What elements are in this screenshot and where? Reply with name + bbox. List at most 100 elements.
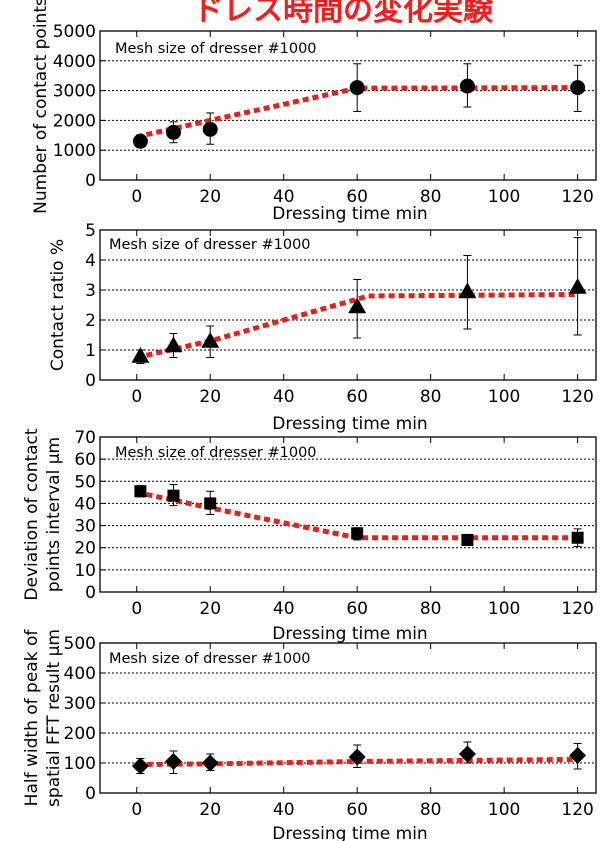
y-tick-label: 3000 <box>53 82 96 102</box>
data-point <box>571 531 584 544</box>
x-tick-label: 0 <box>131 800 142 820</box>
panel-2: 0 1 2 3 4 5 0 20 40 60 80 100 120 Mesh size of dresse… <box>48 221 597 434</box>
y-tick-label: 60 <box>74 450 96 470</box>
y-tick-label: 40 <box>74 494 96 514</box>
data-point <box>458 745 476 763</box>
data-point <box>458 282 477 299</box>
x-tick-label: 100 <box>488 187 520 207</box>
y-tick-label: 1 <box>85 341 96 361</box>
y-tick-label: 30 <box>74 517 96 537</box>
y-tick-label: 100 <box>64 754 96 774</box>
y-tick-label: 1000 <box>53 141 96 161</box>
x-tick-label: 0 <box>131 187 142 207</box>
y-tick-label: 0 <box>85 171 96 191</box>
data-point <box>204 497 217 510</box>
data-point <box>202 121 218 137</box>
y-tick-label: 4 <box>85 251 96 271</box>
y-tick-label: 10 <box>74 561 96 581</box>
y-axis-label: spatial FFT result µm <box>44 629 64 807</box>
y-axis-label: Contact ratio % <box>48 239 68 371</box>
x-tick-label: 0 <box>131 387 142 407</box>
x-tick-label: 100 <box>488 387 520 407</box>
x-axis-label: Dressing time min <box>272 824 427 841</box>
data-point <box>201 754 219 772</box>
data-point <box>459 78 475 94</box>
y-tick-label: 0 <box>85 784 96 804</box>
x-tick-label: 40 <box>273 599 295 619</box>
y-tick-label: 500 <box>64 634 96 654</box>
x-axis-label: Dressing time min <box>272 414 427 434</box>
x-tick-label: 0 <box>131 599 142 619</box>
data-point <box>201 332 220 348</box>
data-point <box>461 533 474 546</box>
data-point <box>167 489 180 502</box>
data-point <box>132 133 148 149</box>
y-tick-label: 200 <box>64 724 96 744</box>
x-tick-label: 80 <box>420 800 442 820</box>
data-point <box>568 278 587 294</box>
y-tick-label: 0 <box>85 371 96 391</box>
x-tick-label: 20 <box>199 387 221 407</box>
y-tick-label: 5000 <box>53 22 96 42</box>
panel-4: 0 100 200 300 400 500 0 20 40 60 80 100 120 Mesh size… <box>22 629 597 841</box>
x-tick-label: 60 <box>346 800 368 820</box>
data-point <box>570 80 586 96</box>
x-tick-label: 20 <box>199 599 221 619</box>
data-point <box>349 80 365 96</box>
y-tick-label: 70 <box>74 428 96 448</box>
x-tick-label: 120 <box>561 187 593 207</box>
y-tick-label: 0 <box>85 583 96 603</box>
y-tick-label: 3 <box>85 281 96 301</box>
plot-frame <box>99 30 597 181</box>
data-point <box>131 347 150 363</box>
data-point <box>569 747 587 764</box>
x-tick-label: 120 <box>561 387 593 407</box>
panel-annotation: Mesh size of dresser #1000 <box>109 651 311 667</box>
y-tick-label: 400 <box>64 664 96 684</box>
x-tick-label: 100 <box>488 800 520 820</box>
x-tick-label: 80 <box>420 187 442 207</box>
chart-title: ドレス時間の変化実験 <box>193 0 493 28</box>
x-tick-label: 20 <box>199 800 221 820</box>
y-axis-label: points interval µm <box>44 437 64 592</box>
y-tick-label: 4000 <box>53 52 96 72</box>
x-tick-label: 40 <box>273 187 295 207</box>
y-tick-label: 5 <box>85 221 96 241</box>
data-point <box>164 753 182 770</box>
data-point <box>348 297 367 314</box>
x-axis-label: Dressing time min <box>272 204 427 224</box>
panel-1: 0 1000 2000 3000 4000 5000 0 20 40 60 80 100 120 Mesh… <box>31 0 597 224</box>
data-point <box>134 485 147 498</box>
y-axis-label: Number of contact points <box>31 0 51 214</box>
x-tick-label: 80 <box>420 387 442 407</box>
x-tick-label: 20 <box>199 187 221 207</box>
panel-annotation: Mesh size of dresser #1000 <box>115 41 317 57</box>
y-tick-label: 2000 <box>53 111 96 131</box>
x-tick-label: 80 <box>420 599 442 619</box>
x-axis-label: Dressing time min <box>272 624 427 644</box>
y-tick-label: 20 <box>74 539 96 559</box>
panel-annotation: Mesh size of dresser #1000 <box>115 445 317 461</box>
x-tick-label: 60 <box>346 187 368 207</box>
y-axis-label: Half width of peak of <box>22 629 42 807</box>
plot-frame <box>99 436 597 593</box>
data-point <box>165 124 181 140</box>
y-tick-label: 300 <box>64 694 96 714</box>
x-tick-label: 120 <box>561 800 593 820</box>
plot-frame <box>99 229 597 381</box>
x-tick-label: 100 <box>488 599 520 619</box>
data-point <box>351 527 364 540</box>
x-tick-label: 60 <box>346 387 368 407</box>
x-tick-label: 60 <box>346 599 368 619</box>
x-tick-label: 40 <box>273 800 295 820</box>
data-point <box>164 336 183 353</box>
panel-annotation: Mesh size of dresser #1000 <box>109 237 311 253</box>
x-tick-label: 40 <box>273 387 295 407</box>
y-tick-label: 2 <box>85 311 96 331</box>
y-tick-label: 50 <box>74 472 96 492</box>
x-tick-label: 120 <box>561 599 593 619</box>
data-point <box>348 748 366 766</box>
plot-frame <box>99 642 597 794</box>
